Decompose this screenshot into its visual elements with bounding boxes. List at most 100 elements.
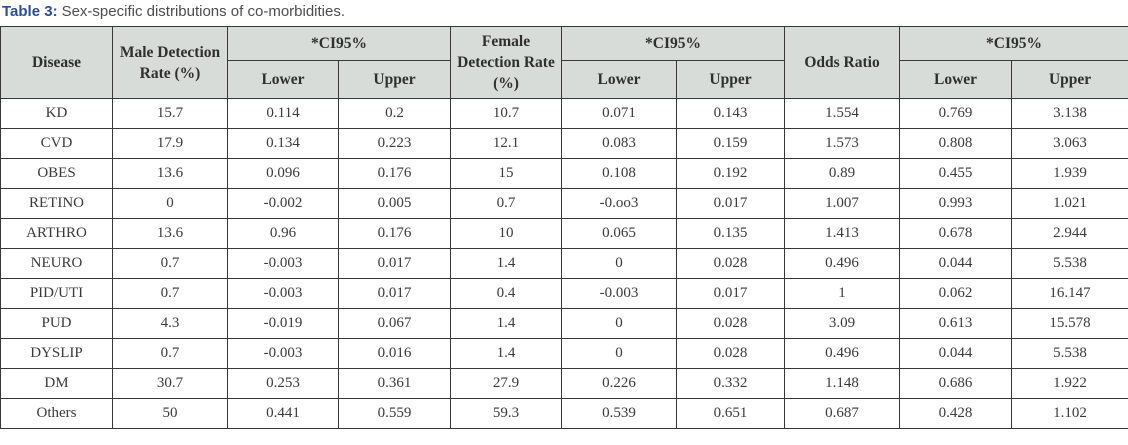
cell-female-ci-upper: 0.159 [676,128,786,159]
cell-male-detection-rate: 0.7 [112,248,228,279]
cell-or-ci-upper: 2.944 [1011,218,1128,249]
cell-odds-ratio: 0.496 [784,338,901,369]
cell-male-ci-lower: 0.96 [227,218,339,249]
cell-female-ci-lower: 0.071 [561,98,678,129]
table-row: PID/UTI 0.7 -0.003 0.017 0.4 -0.003 0.01… [0,278,1128,309]
cell-or-ci-lower: 0.428 [899,398,1013,429]
cell-or-ci-lower: 0.062 [899,278,1013,309]
cell-female-detection-rate: 1.4 [450,308,563,339]
cell-or-ci-lower: 0.613 [899,308,1013,339]
cell-male-detection-rate: 50 [112,398,228,429]
cell-male-ci-lower: 0.096 [227,158,339,189]
cell-disease: Others [0,398,113,429]
cell-male-detection-rate: 13.6 [112,158,228,189]
cell-female-ci-lower: -0.003 [561,278,678,309]
cell-female-detection-rate: 27.9 [450,368,563,399]
cell-disease: DM [0,368,113,399]
cell-male-detection-rate: 17.9 [112,128,228,159]
table-row: DM 30.7 0.253 0.361 27.9 0.226 0.332 1.1… [0,368,1128,399]
cell-female-ci-lower: 0 [561,338,678,369]
header-male-ci-upper: Upper [337,60,452,99]
cell-male-detection-rate: 15.7 [112,98,228,129]
cell-female-ci-upper: 0.028 [676,308,786,339]
cell-female-ci-upper: 0.028 [676,338,786,369]
comorbidities-table: Disease Male Detection Rate (%) *CI95% F… [0,26,1128,429]
cell-female-ci-upper: 0.017 [676,188,786,219]
cell-disease: DYSLIP [0,338,113,369]
header-or-ci-upper: Upper [1011,60,1128,99]
cell-male-ci-upper: 0.559 [337,398,452,429]
cell-odds-ratio: 1.554 [784,98,901,129]
table-row: DYSLIP 0.7 -0.003 0.016 1.4 0 0.028 0.49… [0,338,1128,369]
cell-male-ci-upper: 0.016 [337,338,452,369]
cell-female-ci-lower: 0 [561,248,678,279]
cell-odds-ratio: 1.007 [784,188,901,219]
cell-female-ci-lower: 0.108 [561,158,678,189]
cell-male-detection-rate: 0 [112,188,228,219]
cell-female-ci-upper: 0.143 [676,98,786,129]
cell-or-ci-lower: 0.808 [899,128,1013,159]
table-row: Others 50 0.441 0.559 59.3 0.539 0.651 0… [0,398,1128,429]
cell-odds-ratio: 3.09 [784,308,901,339]
cell-female-ci-upper: 0.017 [676,278,786,309]
cell-female-detection-rate: 10 [450,218,563,249]
cell-odds-ratio: 1.413 [784,218,901,249]
cell-or-ci-lower: 0.044 [899,248,1013,279]
cell-male-ci-lower: 0.441 [227,398,339,429]
cell-male-ci-upper: 0.361 [337,368,452,399]
cell-or-ci-lower: 0.455 [899,158,1013,189]
cell-or-ci-upper: 1.102 [1011,398,1128,429]
header-odds-ratio: Odds Ratio [784,26,901,99]
table-row: PUD 4.3 -0.019 0.067 1.4 0 0.028 3.09 0.… [0,308,1128,339]
cell-odds-ratio: 0.496 [784,248,901,279]
cell-or-ci-upper: 3.138 [1011,98,1128,129]
cell-odds-ratio: 1 [784,278,901,309]
cell-female-detection-rate: 1.4 [450,338,563,369]
cell-or-ci-upper: 1.939 [1011,158,1128,189]
header-row-2: Lower Upper Lower Upper Lower Upper [1,60,1128,99]
cell-female-ci-lower: 0.539 [561,398,678,429]
table-caption-text: Sex-specific distributions of co-morbidi… [61,3,346,20]
cell-male-ci-upper: 0.017 [337,248,452,279]
header-female-detection-rate: Female Detection Rate (%) [450,26,563,99]
cell-or-ci-lower: 0.678 [899,218,1013,249]
header-female-ci-upper: Upper [676,60,786,99]
header-female-ci-lower: Lower [561,60,678,99]
cell-female-ci-upper: 0.651 [676,398,786,429]
cell-female-ci-upper: 0.332 [676,368,786,399]
cell-female-detection-rate: 59.3 [450,398,563,429]
cell-female-ci-upper: 0.192 [676,158,786,189]
cell-male-ci-lower: -0.003 [227,338,339,369]
cell-male-detection-rate: 13.6 [112,218,228,249]
cell-or-ci-upper: 16.147 [1011,278,1128,309]
cell-male-detection-rate: 4.3 [112,308,228,339]
cell-female-ci-lower: 0.226 [561,368,678,399]
table-row: KD 15.7 0.114 0.2 10.7 0.071 0.143 1.554… [0,98,1128,129]
cell-disease: PUD [0,308,113,339]
cell-male-detection-rate: 0.7 [112,338,228,369]
cell-female-detection-rate: 10.7 [450,98,563,129]
cell-disease: NEURO [0,248,113,279]
cell-disease: CVD [0,128,113,159]
cell-male-ci-upper: 0.017 [337,278,452,309]
cell-female-detection-rate: 0.4 [450,278,563,309]
cell-male-ci-lower: -0.003 [227,278,339,309]
header-female-ci95: *CI95% [561,26,786,61]
cell-female-detection-rate: 12.1 [450,128,563,159]
cell-odds-ratio: 0.89 [784,158,901,189]
header-male-ci95: *CI95% [226,26,452,61]
cell-disease: RETINO [0,188,113,219]
cell-male-ci-upper: 0.005 [337,188,452,219]
table-caption-label: Table 3: [2,3,58,20]
cell-male-ci-upper: 0.2 [337,98,452,129]
cell-male-ci-lower: -0.019 [227,308,339,339]
header-male-ci-lower: Lower [227,60,339,99]
cell-odds-ratio: 0.687 [784,398,901,429]
header-male-detection-rate: Male Detection Rate (%) [112,26,228,99]
header-disease: Disease [0,26,113,99]
table-row: ARTHRO 13.6 0.96 0.176 10 0.065 0.135 1.… [0,218,1128,249]
cell-disease: ARTHRO [0,218,113,249]
cell-female-detection-rate: 15 [450,158,563,189]
table-caption: Table 3: Sex-specific distributions of co… [0,0,1128,26]
cell-female-detection-rate: 1.4 [450,248,563,279]
